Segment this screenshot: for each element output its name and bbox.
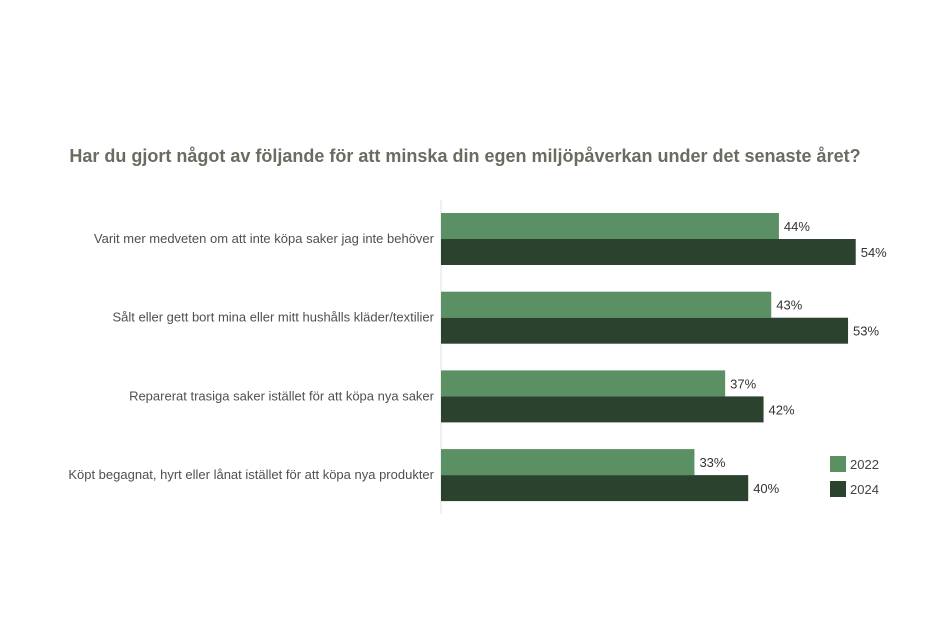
category-label: Köpt begagnat, hyrt eller lånat istället… — [68, 467, 434, 482]
data-label: 44% — [784, 219, 810, 234]
value-labels: 44% 54% 43% 53% 37% 42% 33% 40% — [699, 219, 887, 496]
bars — [441, 213, 856, 502]
category-label: Varit mer medveten om att inte köpa sake… — [94, 231, 435, 246]
legend-swatch-2022 — [830, 456, 846, 472]
bar-2024 — [441, 317, 849, 344]
bar-2022 — [441, 213, 779, 239]
bar-2024 — [441, 475, 749, 502]
legend-label: 2024 — [850, 482, 879, 497]
data-label: 37% — [730, 376, 756, 391]
data-label: 54% — [861, 245, 887, 260]
bar-2022 — [441, 449, 695, 476]
bar-2024 — [441, 239, 856, 265]
category-label: Sålt eller gett bort mina eller mitt hus… — [112, 310, 434, 325]
bar-2024 — [441, 396, 764, 423]
bar-2022 — [441, 370, 726, 397]
legend-label: 2022 — [850, 457, 879, 472]
data-label: 42% — [769, 402, 795, 417]
data-label: 33% — [699, 455, 725, 470]
chart-title: Har du gjort något av följande för att m… — [69, 146, 860, 166]
legend-swatch-2024 — [830, 481, 846, 497]
bar-2022 — [441, 291, 772, 318]
data-label: 43% — [776, 298, 802, 313]
legend: 2022 2024 — [830, 456, 879, 497]
category-labels: Varit mer medveten om att inte köpa sake… — [68, 231, 434, 482]
data-label: 40% — [753, 481, 779, 496]
category-label: Reparerat trasiga saker istället för att… — [129, 388, 435, 403]
data-label: 53% — [853, 324, 879, 339]
